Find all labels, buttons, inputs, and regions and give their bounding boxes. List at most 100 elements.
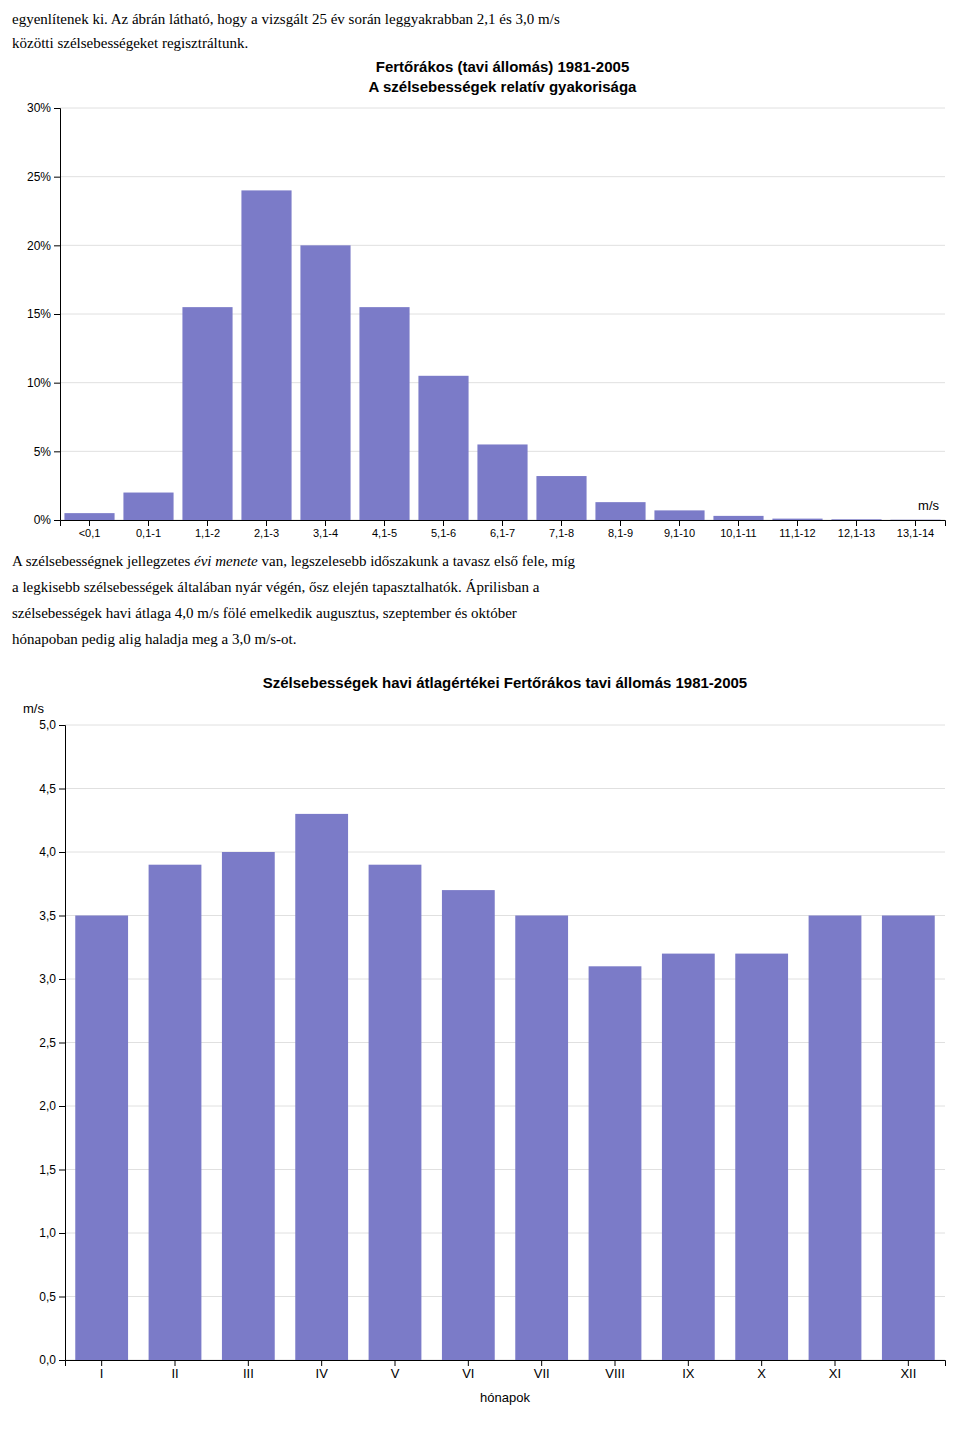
y-tick: 2,5 [39, 1036, 65, 1050]
x-tick-mark [915, 520, 916, 526]
x-tick: IX [682, 1360, 695, 1381]
bar [300, 245, 350, 520]
bar [890, 519, 940, 520]
x-tick-mark [207, 520, 208, 526]
y-tick: 1,5 [39, 1163, 65, 1177]
x-tick-mark [502, 520, 503, 526]
bar [359, 307, 409, 520]
x-tick: XI [829, 1360, 841, 1381]
x-tick-label: X [757, 1366, 766, 1381]
y-tick-mark [59, 852, 65, 853]
x-tick-mark [835, 1360, 836, 1366]
x-tick: 2,1-3 [254, 520, 279, 539]
bar [295, 814, 348, 1360]
x-tick-mark [325, 520, 326, 526]
bar [442, 890, 495, 1360]
x-tick: 5,1-6 [431, 520, 456, 539]
x-tick-mark [620, 520, 621, 526]
text-segment: A szélsebességnek jellegzetes [12, 553, 194, 569]
bar [182, 307, 232, 520]
x-tick-mark [797, 520, 798, 526]
text-line: szélsebességek havi átlaga 4,0 m/s fölé … [12, 605, 517, 621]
x-tick-mark [395, 1360, 396, 1366]
grid-line [60, 245, 945, 246]
bar [75, 916, 128, 1361]
text-line: hónapoban pedig alig haladja meg a 3,0 m… [12, 631, 297, 647]
y-tick-mark [59, 725, 65, 726]
y-tick-mark [59, 1106, 65, 1107]
bar [831, 519, 881, 520]
y-tick-label: 25% [27, 170, 51, 184]
y-tick-label: 2,0 [39, 1099, 56, 1113]
x-tick: 12,1-13 [838, 520, 875, 539]
x-tick: 13,1-14 [897, 520, 934, 539]
y-tick: 5,0 [39, 718, 65, 732]
grid-line [65, 788, 945, 789]
y-tick-label: 3,0 [39, 972, 56, 986]
x-tick-label: 8,1-9 [608, 527, 633, 539]
y-tick-label: 10% [27, 376, 51, 390]
y-tick-mark [59, 916, 65, 917]
bar [595, 502, 645, 520]
x-tick: VII [534, 1360, 550, 1381]
x-tick: X [757, 1360, 766, 1381]
x-tick-label: IV [316, 1366, 329, 1381]
y-tick-mark [54, 383, 60, 384]
x-tick: 8,1-9 [608, 520, 633, 539]
x-tick-label: <0,1 [79, 527, 101, 539]
bar [369, 865, 422, 1360]
bar [241, 190, 291, 520]
x-tick: V [391, 1360, 400, 1381]
x-axis-title: m/s [918, 498, 939, 513]
text-line: A szélsebességnek jellegzetes évi menete… [12, 553, 576, 569]
bar [536, 476, 586, 520]
x-tick-mark [101, 1360, 102, 1366]
x-tick-mark [856, 520, 857, 526]
x-tick-label: 2,1-3 [254, 527, 279, 539]
text-segment: van, legszelesebb időszakunk a tavasz el… [258, 553, 576, 569]
x-tick-label: 3,1-4 [313, 527, 338, 539]
y-tick-mark [59, 789, 65, 790]
y-tick-label: 1,0 [39, 1226, 56, 1240]
grid-line [65, 725, 945, 726]
bar [589, 966, 642, 1360]
x-tick-mark [443, 520, 444, 526]
x-tick: 1,1-2 [195, 520, 220, 539]
x-axis: <0,10,1-11,1-22,1-33,1-44,1-55,1-66,1-77… [61, 520, 946, 539]
bar [418, 376, 468, 520]
y-axis: 0%5%10%15%20%25%30% [27, 101, 61, 527]
bar [477, 444, 527, 520]
grid-line [65, 852, 945, 853]
y-tick: 2,0 [39, 1099, 65, 1113]
x-tick: 3,1-4 [313, 520, 338, 539]
bar [149, 865, 202, 1360]
y-axis-line [59, 726, 66, 1361]
x-tick-label: 5,1-6 [431, 527, 456, 539]
text-segment: évi menete [194, 553, 258, 569]
x-tick-label: VIII [605, 1366, 625, 1381]
chart-title: Szélsebességek havi átlagértékei Fertőrá… [263, 674, 747, 691]
bar [809, 916, 862, 1361]
grid-line [60, 176, 945, 177]
x-tick-label: XI [829, 1366, 841, 1381]
y-axis: 0,00,51,01,52,02,53,03,54,04,55,0 [39, 718, 65, 1367]
chart-subtitle: A szélsebességek relatív gyakorisága [369, 78, 638, 95]
y-tick-mark [59, 1360, 65, 1361]
x-axis-line [66, 1361, 946, 1367]
x-tick-mark [89, 520, 90, 526]
y-tick-label: 4,5 [39, 782, 56, 796]
x-tick-mark [541, 1360, 542, 1366]
y-tick: 4,5 [39, 782, 65, 796]
x-tick-label: VI [462, 1366, 474, 1381]
x-axis: IIIIIIIVVVIVIIVIIIIXXXIXII [66, 1360, 946, 1381]
bar [654, 510, 704, 520]
text-line: a legkisebb szélsebességek általában nyá… [12, 579, 540, 595]
x-tick-mark [561, 520, 562, 526]
y-tick: 3,5 [39, 909, 65, 923]
y-tick-mark [54, 451, 60, 452]
y-tick-label: 4,0 [39, 845, 56, 859]
x-tick-mark [321, 1360, 322, 1366]
y-tick: 30% [27, 101, 60, 115]
x-tick: 7,1-8 [549, 520, 574, 539]
x-tick-label: 12,1-13 [838, 527, 875, 539]
